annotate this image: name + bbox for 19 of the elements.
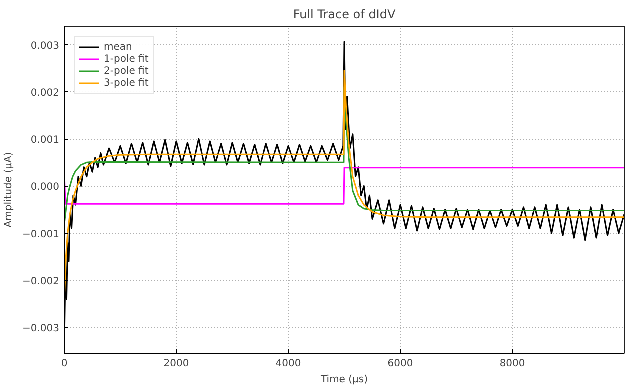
- x-tick-label: 4000: [276, 358, 302, 370]
- y-tick-label: −0.001: [22, 229, 60, 240]
- x-tick-label: 6000: [388, 358, 414, 370]
- chart-title: Full Trace of dIdV: [293, 8, 396, 22]
- x-axis-title: Time (μs): [320, 374, 368, 386]
- legend-label: 3-pole fit: [104, 77, 149, 89]
- y-tick-label: 0.002: [30, 88, 60, 99]
- y-tick-label: 0.003: [30, 40, 60, 52]
- legend-label: 2-pole fit: [104, 65, 149, 77]
- y-tick-label: 0.001: [30, 135, 60, 146]
- x-tick-label: 2000: [164, 358, 190, 370]
- y-tick-label: −0.003: [22, 324, 60, 335]
- y-axis-title: Amplitude (μA): [3, 152, 14, 228]
- y-tick-label: −0.002: [22, 276, 60, 288]
- legend-label: mean: [104, 41, 132, 53]
- y-tick-label: 0.000: [30, 182, 60, 194]
- x-tick-label: 0: [61, 358, 68, 370]
- x-tick-label: 8000: [500, 358, 526, 370]
- legend-label: 1-pole fit: [104, 53, 149, 65]
